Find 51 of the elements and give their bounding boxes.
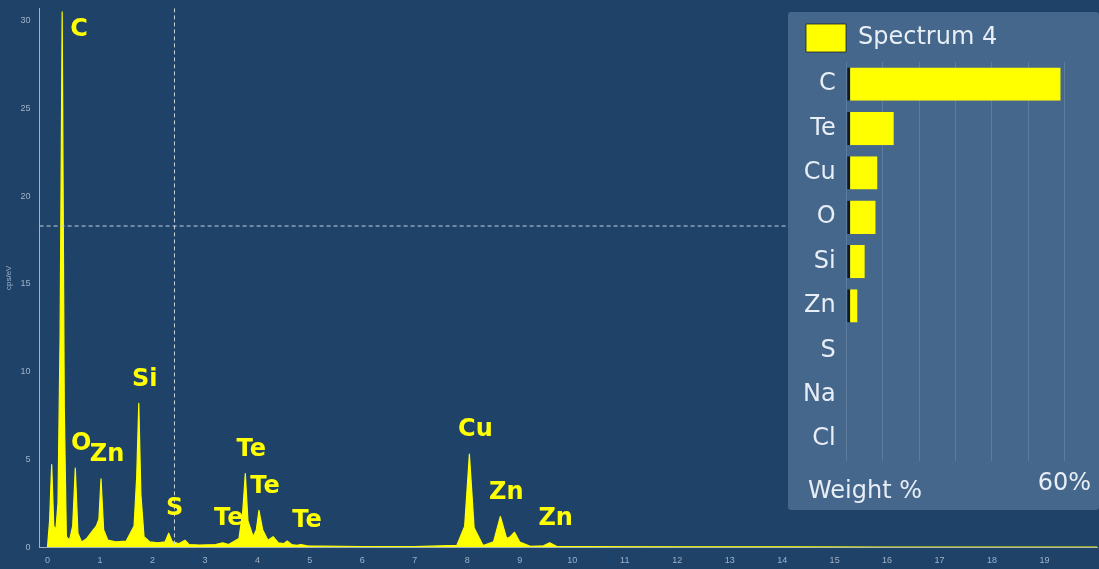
y-tick-label: S xyxy=(820,334,836,363)
y-tick-label: 30 xyxy=(20,15,31,26)
annotation: S xyxy=(166,493,184,522)
annotation: Zn xyxy=(489,476,524,505)
y-tick-label: 25 xyxy=(20,102,31,113)
x-tick-label: 14 xyxy=(777,555,788,566)
annotation: Zn xyxy=(538,503,573,532)
x-axis-title: Weight % xyxy=(808,476,923,505)
x-tick-label: 13 xyxy=(724,555,735,566)
x-tick-label: 18 xyxy=(987,555,998,566)
annotation: Zn xyxy=(89,438,125,467)
y-tick-label: Cu xyxy=(803,157,836,186)
x-tick-label: 9 xyxy=(517,555,523,566)
y-tick-label: Si xyxy=(813,245,836,274)
x-tick-label: 5 xyxy=(307,555,313,566)
y-tick-label: Zn xyxy=(804,290,836,319)
y-tick-label: 20 xyxy=(20,190,31,201)
x-tick-label: 2 xyxy=(149,555,155,566)
x-tick-label: 8 xyxy=(464,555,470,566)
x-tick-label: 19 xyxy=(1039,555,1050,566)
y-axis-title: cps/eV xyxy=(4,264,13,291)
x-tick-label: 17 xyxy=(934,555,945,566)
y-tick-label: Na xyxy=(802,378,836,407)
annotation: Cu xyxy=(458,414,493,443)
y-tick-label: Cl xyxy=(812,423,836,452)
x-tick-label: 0 xyxy=(44,555,50,566)
annotation: O xyxy=(71,428,92,457)
x-tick-label: 12 xyxy=(672,555,683,566)
x-tick-label: 16 xyxy=(882,555,893,566)
x-tick-label: 60% xyxy=(1037,467,1091,496)
x-tick-label: 6 xyxy=(359,555,365,566)
x-tick-label: 1 xyxy=(97,555,103,566)
annotation: C xyxy=(70,14,88,43)
y-tick-label: 10 xyxy=(20,366,31,377)
x-tick-label: 3 xyxy=(202,555,208,566)
annotation: Te xyxy=(292,504,322,533)
x-tick-label: 10 xyxy=(567,555,578,566)
x-tick-label: 7 xyxy=(412,555,418,566)
annotation: Te xyxy=(236,433,267,462)
x-tick-label: 4 xyxy=(254,555,260,566)
y-tick-label: C xyxy=(818,68,836,97)
y-tick-label: 0 xyxy=(25,541,31,552)
annotation: Si xyxy=(132,363,158,392)
y-tick-label: 15 xyxy=(20,278,31,289)
annotation: Te xyxy=(214,503,244,532)
annotation: Te xyxy=(250,470,280,499)
legend-label: Spectrum 4 xyxy=(858,22,998,51)
y-tick-label: O xyxy=(816,201,836,230)
y-tick-label: 5 xyxy=(25,453,31,464)
x-tick-label: 11 xyxy=(620,555,630,566)
y-tick-label: Te xyxy=(809,112,836,141)
